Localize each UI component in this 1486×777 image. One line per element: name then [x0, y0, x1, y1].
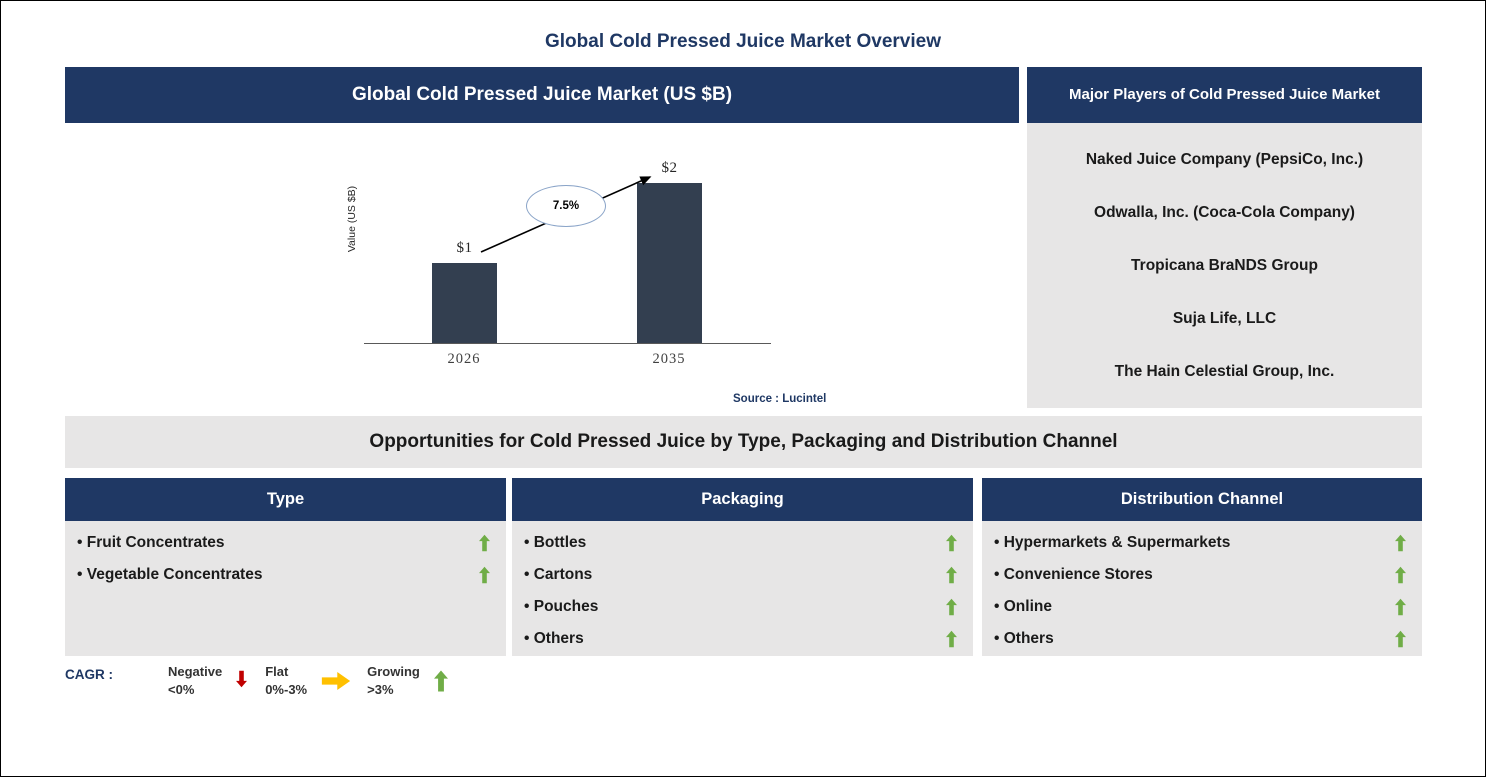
opportunities-banner: Opportunities for Cold Pressed Juice by … [65, 416, 1422, 468]
legend-name: Flat [265, 664, 289, 679]
bar-chart: Value (US $B) $1 $2 7.5% 2026 [65, 123, 1019, 408]
growing-trend-icon [479, 531, 490, 555]
cagr-legend: CAGR : Negative <0% Flat 0%-3% [65, 663, 448, 699]
legend-entry-flat: Flat 0%-3% [265, 663, 351, 699]
item-label: Bottles [524, 534, 587, 552]
market-chart-panel: Global Cold Pressed Juice Market (US $B)… [65, 67, 1019, 408]
legend-range: >3% [367, 682, 394, 698]
list-item: Bottles [512, 527, 973, 559]
type-column: Type Fruit Concentrates Vegetable Concen… [65, 478, 506, 656]
item-label: Pouches [524, 598, 599, 616]
bar-2026 [432, 263, 497, 343]
cagr-value: 7.5% [552, 200, 580, 212]
x-tick-2035: 2035 [652, 351, 686, 367]
cagr-bubble: 7.5% [526, 185, 606, 227]
player-item: Suja Life, LLC [1172, 309, 1277, 327]
list-item: Cartons [512, 559, 973, 591]
distribution-column-header: Distribution Channel [982, 478, 1422, 521]
bar-value-label-2026: $1 [456, 240, 473, 256]
growing-trend-icon [946, 531, 957, 555]
item-label: Cartons [524, 566, 593, 584]
list-item: Online [982, 591, 1422, 623]
growing-trend-icon [479, 563, 490, 587]
packaging-column: Packaging Bottles Cartons Pouches [512, 478, 973, 656]
y-axis-label: Value (US $B) [346, 185, 358, 253]
list-item: Convenience Stores [982, 559, 1422, 591]
legend-range: <0% [168, 682, 195, 698]
list-item: Fruit Concentrates [65, 527, 506, 559]
growing-trend-icon [1395, 531, 1406, 555]
legend-name: Negative [168, 664, 223, 679]
chart-panel-header: Global Cold Pressed Juice Market (US $B) [65, 67, 1019, 123]
legend-title: CAGR : [65, 667, 113, 682]
page-title: Global Cold Pressed Juice Market Overvie… [545, 31, 941, 52]
item-label: Hypermarkets & Supermarkets [994, 534, 1231, 552]
players-list: Naked Juice Company (PepsiCo, Inc.) Odwa… [1027, 123, 1422, 408]
player-item: The Hain Celestial Group, Inc. [1114, 362, 1335, 380]
legend-range: 0%-3% [265, 682, 308, 698]
type-column-header: Type [65, 478, 506, 521]
growing-trend-icon [1395, 627, 1406, 651]
growing-trend-icon [1395, 563, 1406, 587]
growing-trend-icon [946, 627, 957, 651]
item-label: Others [994, 630, 1054, 648]
packaging-column-body: Bottles Cartons Pouches Others [512, 521, 973, 656]
legend-entry-growing: Growing >3% [367, 663, 448, 699]
source-note: Source : Lucintel [733, 393, 827, 405]
legend-entry-negative: Negative <0% [168, 663, 248, 699]
distribution-column: Distribution Channel Hypermarkets & Supe… [982, 478, 1422, 656]
packaging-column-header: Packaging [512, 478, 973, 521]
flat-right-arrow-icon [321, 663, 351, 690]
item-label: Others [524, 630, 584, 648]
major-players-panel: Major Players of Cold Pressed Juice Mark… [1027, 67, 1422, 408]
x-tick-2026: 2026 [447, 351, 481, 367]
distribution-column-body: Hypermarkets & Supermarkets Convenience … [982, 521, 1422, 656]
growing-up-arrow-icon [433, 663, 448, 697]
legend-name: Growing [367, 664, 420, 679]
growing-trend-icon [1395, 595, 1406, 619]
list-item: Others [512, 623, 973, 655]
item-label: Online [994, 598, 1052, 616]
growth-trend-arrow [480, 176, 652, 253]
player-item: Naked Juice Company (PepsiCo, Inc.) [1085, 150, 1364, 168]
player-item: Odwalla, Inc. (Coca-Cola Company) [1094, 203, 1355, 221]
negative-down-arrow-icon [236, 663, 248, 691]
chart-plot-area: Value (US $B) $1 $2 7.5% 2026 [346, 123, 771, 367]
list-item: Vegetable Concentrates [65, 559, 506, 591]
players-panel-header: Major Players of Cold Pressed Juice Mark… [1027, 67, 1422, 123]
list-item: Hypermarkets & Supermarkets [982, 527, 1422, 559]
growing-trend-icon [946, 563, 957, 587]
item-label: Convenience Stores [994, 566, 1153, 584]
bar-2035 [637, 183, 702, 343]
item-label: Fruit Concentrates [77, 534, 225, 552]
type-column-body: Fruit Concentrates Vegetable Concentrate… [65, 521, 506, 656]
bar-value-label-2035: $2 [661, 160, 678, 176]
player-item: Tropicana BraNDS Group [1131, 256, 1318, 274]
list-item: Others [982, 623, 1422, 655]
growing-trend-icon [946, 595, 957, 619]
item-label: Vegetable Concentrates [77, 566, 263, 584]
list-item: Pouches [512, 591, 973, 623]
